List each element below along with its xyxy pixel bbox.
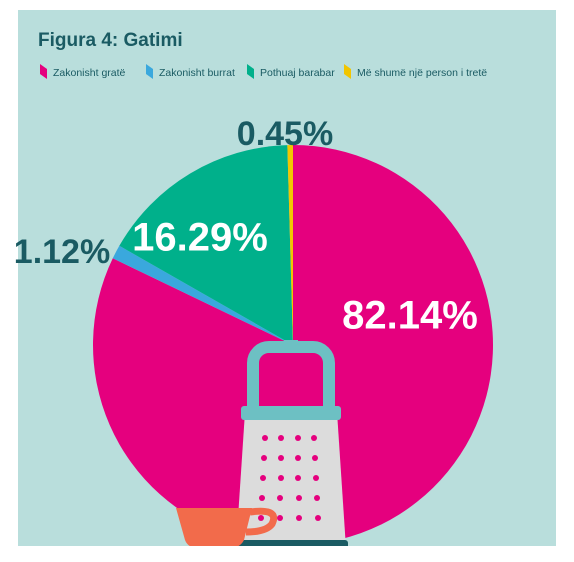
data-label: 16.29% [132, 216, 268, 260]
legend-label: Pothuaj barabar [260, 67, 335, 79]
chart: Figura 4: Gatimi Zakonisht gratëZakonish… [0, 0, 574, 562]
data-label: 0.45% [237, 115, 333, 153]
legend: Zakonisht gratë Zakonisht burrat Pothuaj b… [40, 64, 487, 79]
data-label: 1.12% [14, 233, 110, 271]
legend-label: Zakonisht burrat [159, 67, 235, 79]
legend-label: Më shumë një person i tretë [357, 67, 487, 79]
chart-title: Figura 4: Gatimi [38, 30, 183, 51]
data-label: 82.14% [342, 294, 478, 338]
legend-label: Zakonisht gratë [53, 67, 126, 79]
